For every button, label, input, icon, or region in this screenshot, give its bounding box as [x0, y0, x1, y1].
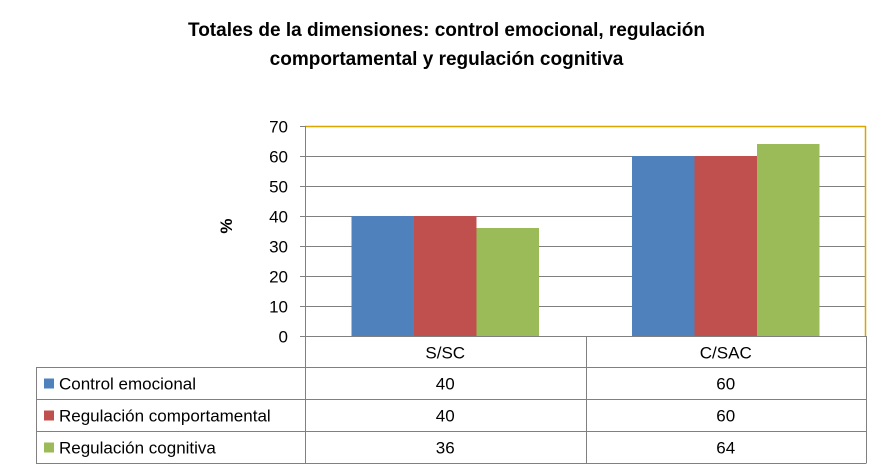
y-tick-label: 40 — [269, 208, 288, 227]
y-tick-label: 70 — [269, 118, 288, 137]
data-label: 60 — [716, 407, 735, 426]
chart-title: Totales de la dimensiones: control emoci… — [0, 16, 893, 74]
legend-key — [44, 378, 54, 389]
x-tick-label: S/SC — [425, 344, 465, 363]
y-tick-label: 20 — [269, 268, 288, 287]
legend-key — [44, 410, 54, 421]
legend-label: Regulación comportamental — [59, 407, 271, 426]
y-tick-label: 0 — [279, 328, 288, 347]
y-axis-label: % — [217, 218, 236, 233]
y-tick-label: 60 — [269, 148, 288, 167]
data-table: S/SC C/SAC Control emocional 40 60 Regulación… — [36, 336, 867, 464]
plot-frame — [305, 125, 867, 336]
chart-title-line-1: Totales de la dimensiones: control emoci… — [188, 20, 705, 41]
bar — [476, 228, 539, 336]
y-tick-label: 10 — [269, 298, 288, 317]
bar — [351, 216, 414, 336]
legend-label: Control emocional — [59, 375, 196, 394]
y-tick-label: 30 — [269, 238, 288, 257]
bars — [351, 144, 820, 336]
legend-key — [44, 442, 54, 453]
data-label: 60 — [716, 375, 735, 394]
x-tick-label: C/SAC — [700, 344, 752, 363]
data-label: 64 — [716, 439, 735, 458]
bar — [694, 156, 757, 336]
chart-title-line-2: comportamental y regulación cognitiva — [269, 49, 624, 70]
legend-label: Regulación cognitiva — [59, 439, 216, 458]
data-label: 36 — [436, 439, 455, 458]
bar — [632, 156, 695, 336]
y-axis: 0 10 20 30 40 50 60 70 — [269, 118, 305, 347]
data-label: 40 — [436, 375, 455, 394]
y-tick-label: 50 — [269, 178, 288, 197]
data-label: 40 — [436, 407, 455, 426]
bar — [414, 216, 477, 336]
bar — [757, 144, 820, 336]
